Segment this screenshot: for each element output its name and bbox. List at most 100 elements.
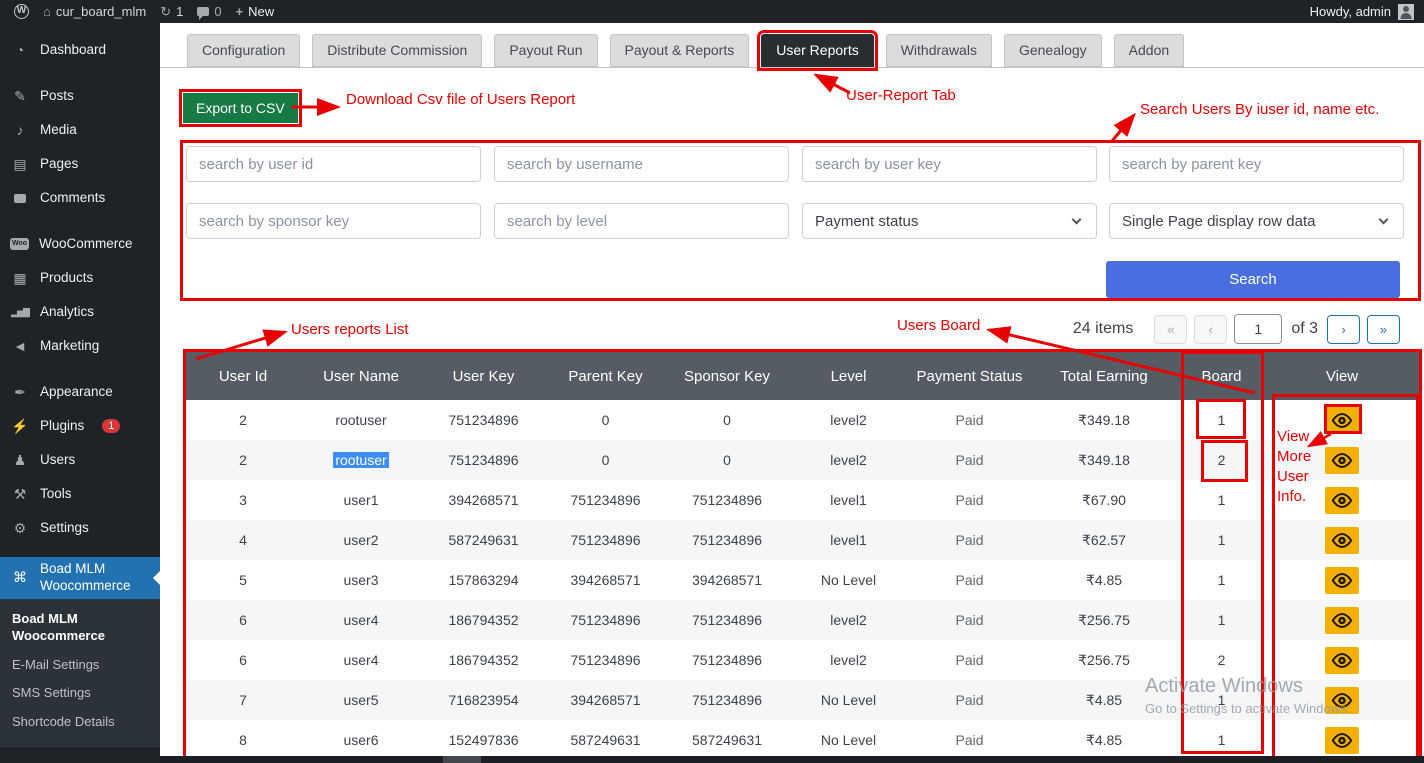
sidebar-item[interactable]: ⚡ Plugins 1 [0, 409, 160, 443]
view-user-button[interactable] [1325, 566, 1359, 594]
cell-user-id: 8 [239, 732, 247, 748]
table-header-cell: Parent Key [568, 367, 643, 385]
search-level-input[interactable] [494, 203, 789, 239]
view-user-button[interactable] [1325, 726, 1359, 754]
tab[interactable]: Payout Run [494, 34, 598, 67]
horizontal-scrollbar[interactable] [160, 756, 1424, 763]
payment-status-select[interactable]: Payment status [802, 203, 1097, 239]
avatar[interactable] [1398, 3, 1414, 20]
howdy-admin-link[interactable]: Howdy, admin [1309, 4, 1391, 19]
cell-view [1265, 440, 1419, 480]
chevron-down-icon [1378, 214, 1389, 225]
arrow-user-report-tab [813, 73, 851, 95]
admin-bar: W ⌂ cur_board_mlm ↻ 1 0 + New Howdy, adm… [0, 0, 1424, 23]
user-name-text: user4 [343, 612, 379, 628]
cell-user-name: rootuser [300, 400, 422, 440]
sidebar-item[interactable]: ⚒ Tools [0, 477, 160, 511]
new-content-link[interactable]: + New [236, 4, 275, 19]
annotation-tab: User-Report Tab [846, 87, 956, 104]
cell-parent-key: 0 [601, 452, 610, 468]
sidebar-item[interactable]: ✒ Appearance [0, 375, 160, 409]
sidebar-item[interactable]: ◔ Dashboard [0, 33, 160, 67]
cell-user-name: user6 [300, 720, 422, 760]
tab[interactable]: Withdrawals [885, 34, 992, 67]
submenu-item[interactable]: Boad MLM Woocommerce [12, 610, 105, 643]
sidebar-item[interactable]: ▤ Pages [0, 147, 160, 181]
cell-board: 1 [1217, 732, 1226, 748]
search-user-id-input[interactable] [186, 146, 481, 182]
eye-icon [1331, 532, 1353, 548]
search-parent-key-input[interactable] [1109, 146, 1404, 182]
sidebar-item[interactable]: ♟ Users [0, 443, 160, 477]
cell-total-earning: ₹256.75 [1078, 611, 1130, 628]
cell-total-earning: ₹4.85 [1085, 731, 1123, 748]
current-page-input[interactable] [1234, 314, 1283, 344]
sidebar-item[interactable]: ♪ Media [0, 113, 160, 147]
cell-parent-key: 751234896 [570, 492, 641, 508]
sidebar-item[interactable]: Comments [0, 181, 160, 215]
view-user-button[interactable] [1325, 686, 1359, 714]
sidebar-item[interactable]: ⚙ Settings [0, 511, 160, 545]
cell-board: 1 [1217, 532, 1226, 548]
view-user-button[interactable] [1325, 486, 1359, 514]
home-icon: ⌂ [43, 4, 51, 19]
user-name-text: user5 [343, 692, 379, 708]
sidebar-item-label: Plugins [40, 417, 85, 433]
table-header-cell: Total Earning [1060, 367, 1148, 385]
sidebar-item[interactable]: ✎ Posts [0, 79, 160, 113]
wordpress-logo-icon[interactable]: W [14, 4, 29, 19]
scrollbar-thumb[interactable] [443, 756, 481, 763]
view-user-button[interactable] [1325, 606, 1359, 634]
sidebar-item-label: Products [40, 269, 94, 285]
submenu-item[interactable]: E-Mail Settings [12, 656, 100, 672]
updates-link[interactable]: ↻ 1 [160, 4, 183, 20]
cell-level: No Level [820, 732, 877, 748]
cell-sponsor-key: 394268571 [691, 572, 763, 588]
tab[interactable]: Genealogy [1003, 34, 1102, 67]
next-page-button[interactable]: › [1327, 314, 1360, 344]
cell-payment-status: Paid [955, 532, 984, 548]
cell-view [1265, 520, 1419, 560]
media-icon: ♪ [16, 122, 24, 138]
sidebar-item[interactable]: ▂▅▇ Analytics [0, 295, 160, 329]
site-name-link[interactable]: ⌂ cur_board_mlm [43, 4, 146, 19]
cell-sponsor-key: 587249631 [691, 732, 763, 748]
user-name-text: user4 [343, 652, 379, 668]
tab[interactable]: Configuration [187, 34, 301, 67]
search-username-input[interactable] [494, 146, 789, 182]
sidebar-item[interactable]: ⌘ Boad MLM Woocommerce [0, 557, 160, 599]
cell-level: level2 [830, 452, 867, 468]
eye-icon [1331, 572, 1353, 588]
view-user-button[interactable] [1325, 446, 1359, 474]
annotation-search: Search Users By iuser id, name etc. [1140, 101, 1380, 118]
prev-page-button[interactable]: ‹ [1194, 314, 1228, 344]
last-page-button[interactable]: » [1367, 314, 1400, 344]
sidebar-item-label: Settings [40, 519, 89, 535]
tab[interactable]: Addon [1113, 34, 1185, 67]
sidebar-item[interactable]: ▦ Products [0, 261, 160, 295]
tab[interactable]: User Reports [757, 30, 878, 71]
cell-total-earning: ₹62.57 [1082, 531, 1126, 548]
submenu-item[interactable]: Shortcode Details [12, 714, 115, 730]
tab[interactable]: Payout & Reports [609, 34, 750, 67]
comments-link[interactable]: 0 [197, 4, 222, 20]
search-user-key-input[interactable] [802, 146, 1097, 182]
view-user-button[interactable] [1325, 406, 1359, 434]
rows-per-page-select[interactable]: Single Page display row data [1109, 203, 1404, 239]
table-header-cell: Board [1201, 367, 1242, 385]
sidebar-item[interactable]: Woo WooCommerce [0, 227, 160, 261]
tab[interactable]: Distribute Commission [312, 34, 483, 67]
first-page-button[interactable]: « [1154, 314, 1188, 344]
cell-user-key: 157863294 [448, 572, 519, 588]
cell-parent-key: 394268571 [570, 692, 641, 708]
search-sponsor-key-input[interactable] [186, 203, 481, 239]
sidebar-item[interactable]: ◄ Marketing [0, 329, 160, 363]
view-user-button[interactable] [1325, 646, 1359, 674]
submenu-item[interactable]: SMS Settings [12, 685, 91, 701]
search-button[interactable]: Search [1106, 261, 1400, 298]
cell-view [1265, 600, 1419, 640]
export-to-csv-button[interactable]: Export to CSV [179, 89, 302, 127]
comment-count: 0 [214, 4, 222, 19]
eye-icon [1331, 492, 1353, 508]
view-user-button[interactable] [1325, 526, 1359, 554]
